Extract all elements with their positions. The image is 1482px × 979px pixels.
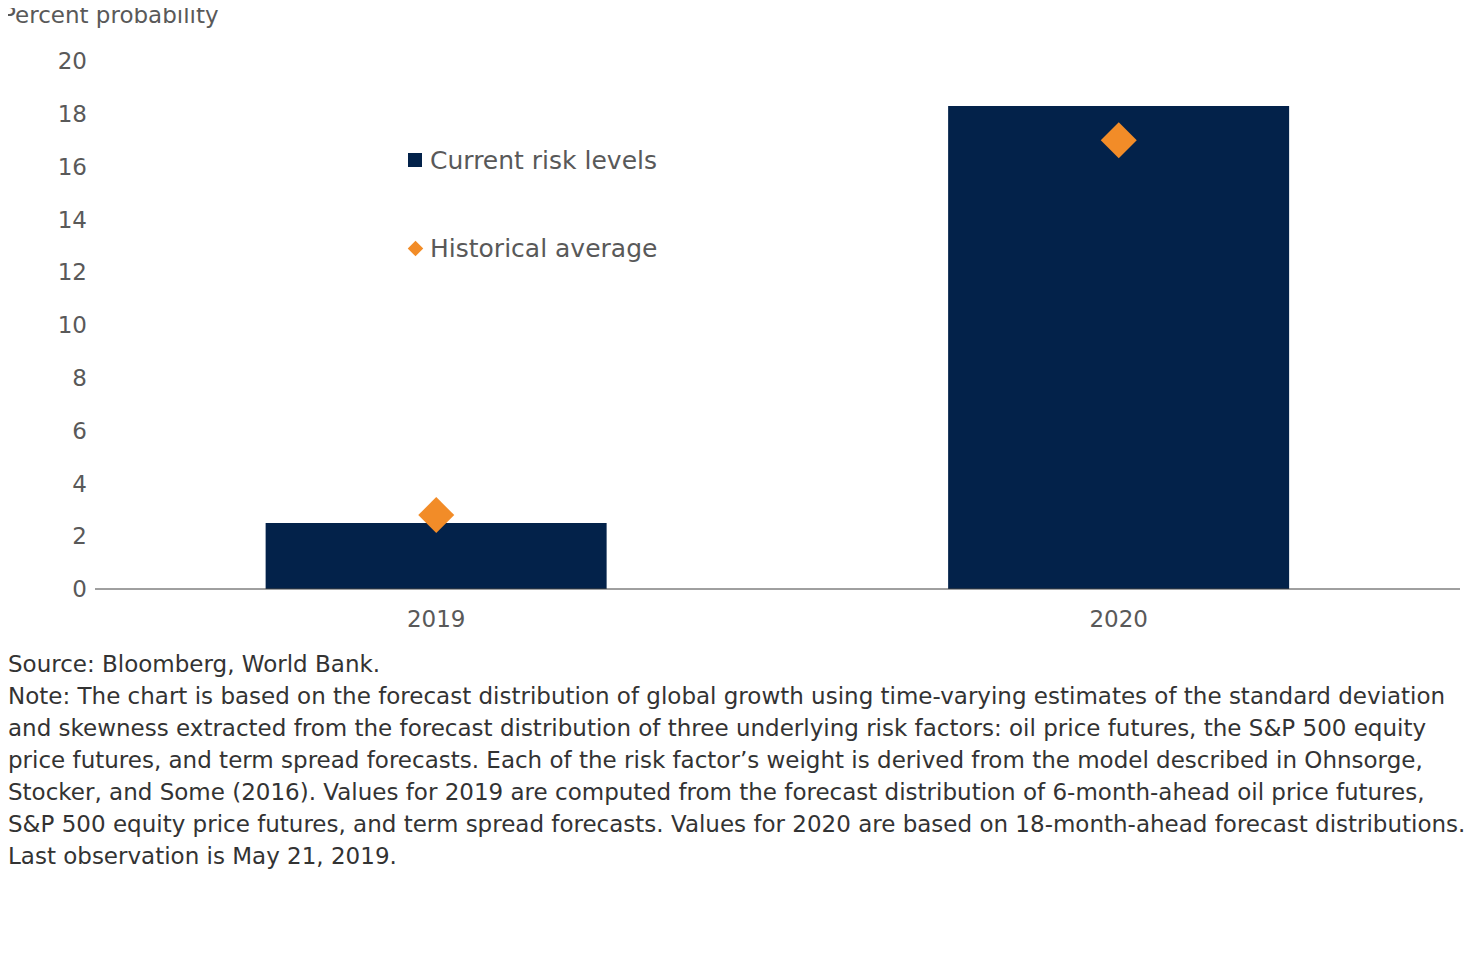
html-text:Source: Bloomberg, World Bank.: Source: Bloomberg, World Bank. <box>8 651 381 677</box>
svg-text:2: 2 <box>72 523 87 549</box>
svg-text:4: 4 <box>72 471 87 497</box>
svg-text:6: 6 <box>72 418 87 444</box>
svg-text:12: 12 <box>58 259 87 285</box>
svg-text:2020: 2020 <box>1089 606 1148 632</box>
html-text:Percent probability: Percent probability <box>2 2 219 28</box>
svg-text:0: 0 <box>72 576 87 602</box>
svg-text:18: 18 <box>58 101 87 127</box>
html-text:Current risk levels: Current risk levels <box>430 145 657 175</box>
svg-text:14: 14 <box>58 207 87 233</box>
svg-text:8: 8 <box>72 365 87 391</box>
svg-text:20: 20 <box>58 48 87 74</box>
svg-text:16: 16 <box>58 154 87 180</box>
html-text:Note: The chart is based on th: Note: The chart is based on the forecast… <box>8 683 1466 869</box>
svg-text:10: 10 <box>58 312 87 338</box>
html-text:Historical average: Historical average <box>430 233 658 263</box>
svg-text:2019: 2019 <box>407 606 466 632</box>
